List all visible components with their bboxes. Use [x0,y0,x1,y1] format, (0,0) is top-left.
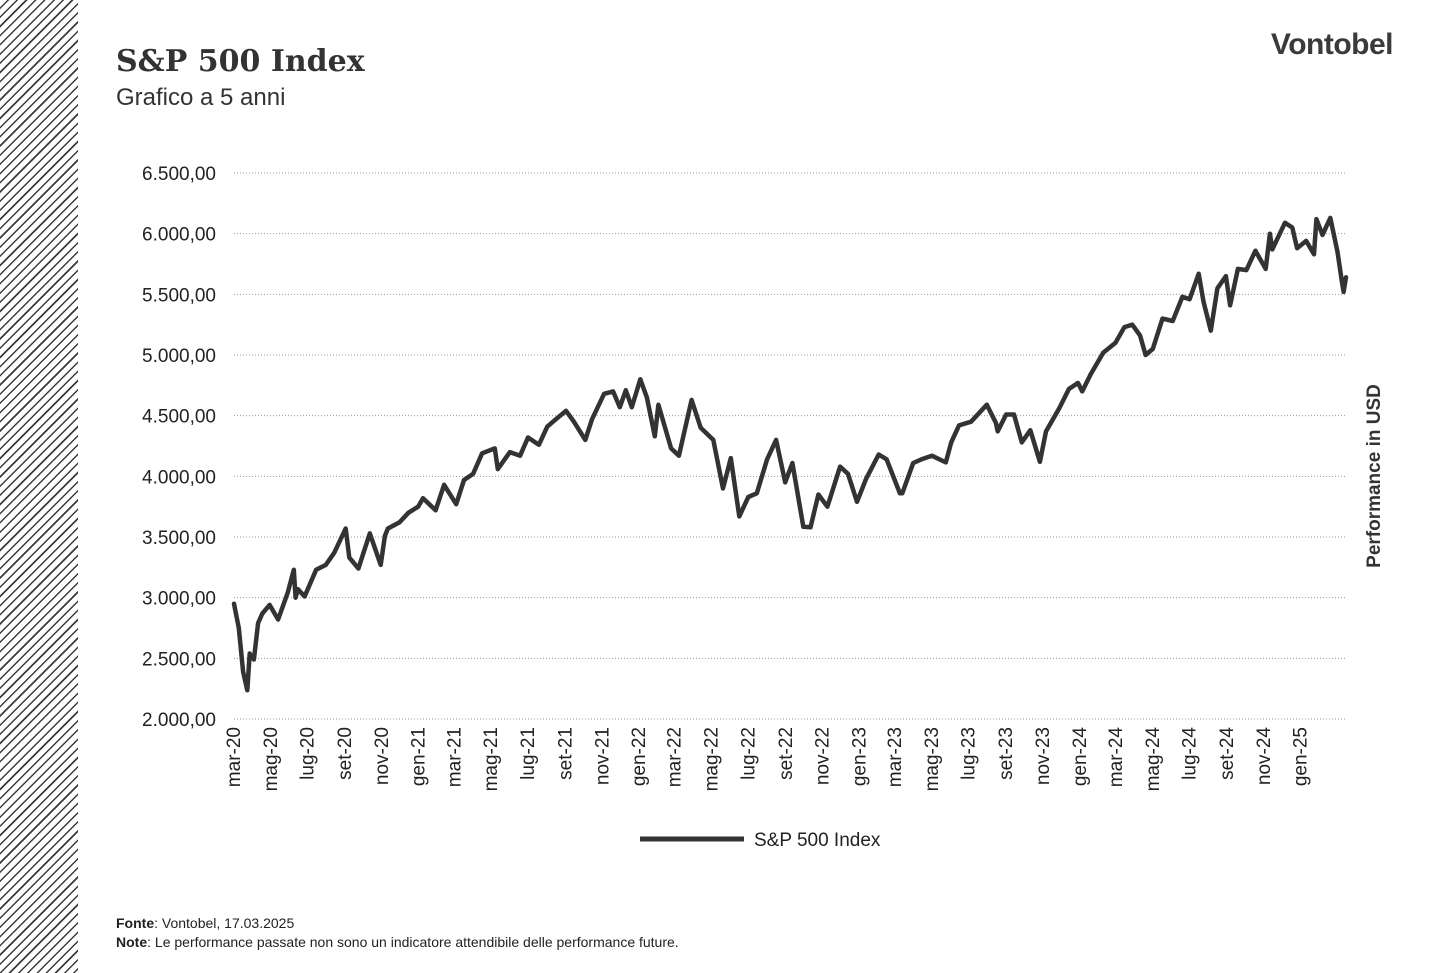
decorative-stripes [0,0,78,973]
source-label: Fonte [116,915,155,931]
x-tick-label: nov-23 [1033,727,1054,785]
source-line: Fonte: Vontobel, 17.03.2025 [116,914,679,933]
series-line [231,215,1349,693]
note-text: : Le performance passate non sono un ind… [147,934,679,950]
gridlines [234,172,1346,720]
y-tick-label: 5.500,00 [142,285,216,306]
y-tick-label: 2.000,00 [142,710,216,731]
x-tick-label: nov-21 [592,727,613,785]
y-tick-label: 2.500,00 [142,649,216,670]
x-tick-label: nov-20 [372,727,393,785]
x-tick-label: lug-24 [1180,727,1201,780]
x-tick-label: lug-20 [298,727,319,780]
x-tick-label: gen-22 [629,727,650,786]
y-axis-ticks: 6.500,00 6.000,00 5.500,00 5.000,00 4.500,00… [142,164,216,731]
chart-subtitle: Grafico a 5 anni [116,84,286,111]
x-tick-label: set-24 [1217,727,1238,780]
x-tick-label: mar-20 [224,727,245,787]
y-tick-label: 4.500,00 [142,407,216,428]
note-label: Note [116,934,148,950]
y-tick-label: 6.000,00 [142,225,216,246]
x-tick-label: mag-20 [261,727,282,791]
x-tick-label: mag-23 [922,727,943,791]
y-axis-label: Performance in USD [1364,384,1385,568]
y-tick-label: 3.500,00 [142,528,216,549]
x-tick-label: gen-25 [1291,727,1312,786]
x-tick-label: mag-22 [702,727,723,791]
x-tick-label: mag-21 [481,727,502,791]
y-tick-label: 5.000,00 [142,346,216,367]
x-tick-label: lug-22 [738,727,759,780]
x-tick-label: gen-23 [849,727,870,786]
legend-label: S&P 500 Index [754,830,881,851]
x-tick-label: set-20 [335,727,356,780]
x-tick-label: mar-21 [444,727,465,787]
x-tick-label: mag-24 [1143,727,1164,792]
x-tick-label: gen-24 [1070,727,1091,787]
note-line: Note: Le performance passate non sono un… [116,933,679,952]
x-tick-label: lug-23 [959,727,980,780]
legend: S&P 500 Index [640,830,881,851]
x-tick-label: nov-22 [813,727,834,785]
chart-title: S&P 500 Index [116,44,365,79]
y-tick-label: 6.500,00 [142,164,216,185]
x-tick-label: set-23 [996,727,1017,780]
footer: Fonte: Vontobel, 17.03.2025 Note: Le per… [116,914,679,952]
series-layer [231,215,1349,693]
x-axis-ticks: mar-20 mag-20 lug-20 set-20 nov-20 gen-21 mar-… [224,727,1312,792]
x-tick-label: set-21 [555,727,576,780]
y-tick-label: 4.000,00 [142,467,216,488]
x-tick-label: lug-21 [518,727,539,780]
x-tick-label: mar-22 [665,727,686,787]
x-tick-label: set-22 [776,727,797,780]
x-tick-label: mar-23 [885,727,906,787]
brand-logo: Vontobel [1270,28,1394,61]
x-tick-label: mar-24 [1106,727,1127,788]
y-tick-label: 3.000,00 [142,589,216,610]
x-tick-label: nov-24 [1254,727,1275,786]
x-tick-label: gen-21 [409,727,430,786]
source-text: : Vontobel, 17.03.2025 [154,915,295,931]
